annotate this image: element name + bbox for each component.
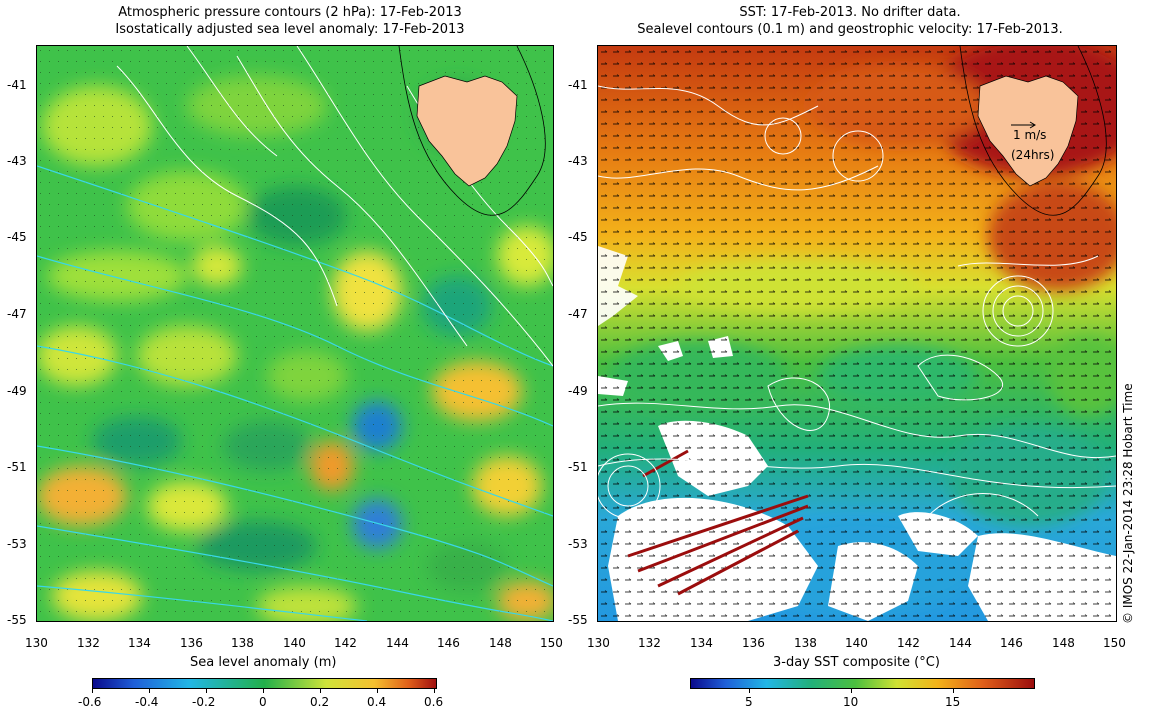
right-title-line2: Sealevel contours (0.1 m) and geostrophi…	[637, 22, 1063, 37]
left-lat-label: -43	[7, 154, 27, 168]
left-lat-label: -41	[7, 78, 27, 92]
left-lon-label: 130	[25, 636, 48, 650]
right-lon-label: 136	[742, 636, 765, 650]
right-colorbar-title: 3-day SST composite (°C)	[773, 655, 940, 670]
left-lat-label: -53	[7, 537, 27, 551]
right-lat-label: -41	[568, 78, 588, 92]
right-lon-label: 134	[690, 636, 713, 650]
right-colorbar-tick: 15	[945, 695, 961, 709]
right-lon-label: 144	[949, 636, 972, 650]
left-lon-label: 142	[334, 636, 357, 650]
right-lon-label: 140	[845, 636, 868, 650]
sea-level-anomaly-colorbar	[92, 678, 437, 689]
right-lat-label: -47	[568, 307, 588, 321]
right-lon-label: 142	[897, 636, 920, 650]
sst-composite-map: 1 m/s (24hrs)	[597, 45, 1117, 622]
left-lon-label: 134	[128, 636, 151, 650]
right-colorbar-tick: 5	[745, 695, 753, 709]
velocity-scale-duration: (24hrs)	[1011, 148, 1055, 162]
right-colorbar-tick: 10	[843, 695, 859, 709]
right-lon-label: 150	[1103, 636, 1126, 650]
right-lon-label: 146	[1000, 636, 1023, 650]
right-lon-label: 138	[794, 636, 817, 650]
left-lon-label: 148	[489, 636, 512, 650]
left-lon-label: 140	[283, 636, 306, 650]
imos-credit: © IMOS 22-Jan-2014 23:28 Hobart Time	[1121, 383, 1135, 624]
left-lon-label: 144	[386, 636, 409, 650]
right-lat-label: -55	[568, 613, 588, 627]
left-colorbar-tick: 0.4	[367, 695, 387, 709]
left-lat-label: -49	[7, 384, 27, 398]
right-lat-label: -43	[568, 154, 588, 168]
right-lat-label: -45	[568, 230, 588, 244]
left-colorbar-tick: -0.6	[78, 695, 102, 709]
right-lon-label: 132	[638, 636, 661, 650]
left-lat-label: -51	[7, 460, 27, 474]
sst-colorbar	[690, 678, 1035, 689]
left-colorbar-tick: -0.4	[135, 695, 159, 709]
velocity-scale-label: 1 m/s	[1013, 128, 1047, 142]
left-colorbar-title: Sea level anomaly (m)	[190, 655, 337, 670]
left-lon-label: 150	[540, 636, 563, 650]
left-lon-label: 132	[77, 636, 100, 650]
left-colorbar-tick: 0.6	[424, 695, 444, 709]
right-lat-label: -51	[568, 460, 588, 474]
right-lat-label: -49	[568, 384, 588, 398]
sea-level-anomaly-map	[36, 45, 554, 622]
left-lat-label: -47	[7, 307, 27, 321]
left-colorbar-tick: 0.2	[310, 695, 330, 709]
left-title-line1: Atmospheric pressure contours (2 hPa): 1…	[118, 5, 462, 20]
left-title-line2: Isostatically adjusted sea level anomaly…	[115, 22, 465, 37]
left-colorbar-tick: -0.2	[192, 695, 216, 709]
right-lon-label: 148	[1052, 636, 1075, 650]
left-lon-label: 138	[231, 636, 254, 650]
right-lat-label: -53	[568, 537, 588, 551]
left-lon-label: 146	[437, 636, 460, 650]
left-lon-label: 136	[180, 636, 203, 650]
right-lon-label: 130	[587, 636, 610, 650]
left-lat-label: -45	[7, 230, 27, 244]
right-title-line1: SST: 17-Feb-2013. No drifter data.	[739, 5, 961, 20]
left-lat-label: -55	[7, 613, 27, 627]
left-colorbar-tick: 0	[259, 695, 267, 709]
